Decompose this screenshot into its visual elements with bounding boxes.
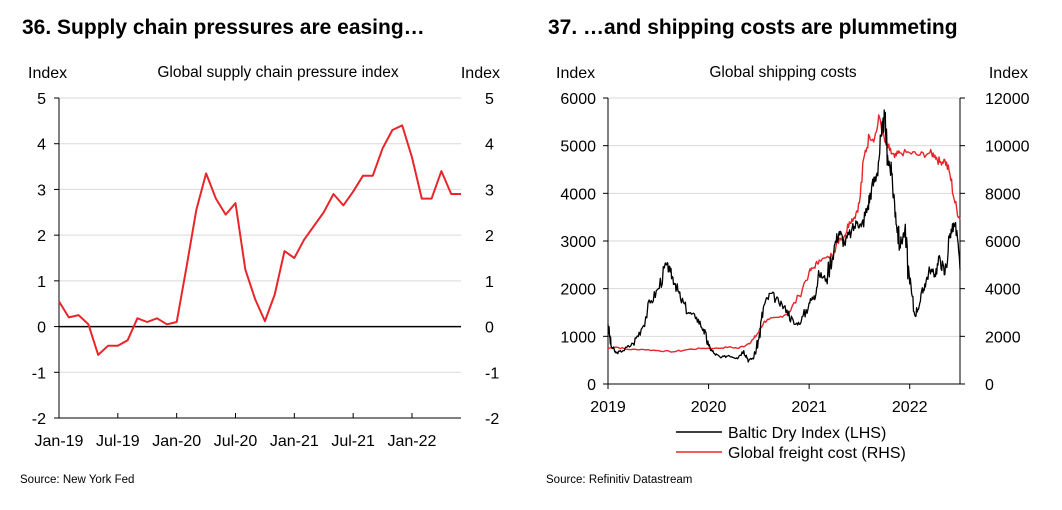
- chart2-ytick-label-right: 8000: [985, 186, 1021, 203]
- chart2-ytick-label-left: 2000: [560, 282, 596, 299]
- chart1-ytick-label-right: 5: [485, 91, 494, 108]
- chart1-ytick-label-left: 4: [37, 137, 46, 154]
- chart1-ytick-label-right: 3: [485, 182, 494, 199]
- chart2-plot: 0 1000 2000 3000 4000 5000 6000 0 2000 4000 6000 80…: [560, 91, 1029, 416]
- chart1-ytick-label-right: 1: [485, 274, 494, 291]
- chart2-xtick-label: 2020: [691, 399, 727, 416]
- chart2-ytick-label-left: 3000: [560, 234, 596, 251]
- chart1-ytick-label-left: -1: [32, 365, 46, 382]
- chart1-xtick-label: Jul-20: [214, 433, 258, 450]
- chart2-ytick-label-left: 4000: [560, 186, 596, 203]
- chart1-ytick-label-left: 0: [37, 320, 46, 337]
- chart2-series-baltic-line: [607, 109, 961, 363]
- chart2-heading: 37. …and shipping costs are plummeting: [548, 16, 958, 39]
- chart2-ytick-label-right: 2000: [985, 329, 1021, 346]
- legend-label-freight: Global freight cost (RHS): [728, 445, 906, 462]
- chart2-xtick-label: 2019: [590, 399, 626, 416]
- chart1-ylabel-right: Index: [461, 65, 500, 82]
- chart1-xtick-label: Jul-21: [331, 433, 375, 450]
- chart1-xtick-label: Jan-19: [35, 433, 84, 450]
- chart1-ylabel-left: Index: [28, 65, 67, 82]
- chart2-ytick-label-right: 12000: [985, 91, 1030, 108]
- chart2-xtick-label: 2022: [892, 399, 928, 416]
- chart1-ytick-label-right: 0: [485, 320, 494, 337]
- chart2-source: Source: Refinitiv Datastream: [546, 474, 693, 486]
- chart2-series-freight-line: [607, 114, 961, 353]
- chart2-ylabel-right: Index: [989, 65, 1028, 82]
- chart1-ytick-label-left: 2: [37, 228, 46, 245]
- chart2-ytick-label-left: 1000: [560, 329, 596, 346]
- chart1-ytick-label-right: -2: [485, 411, 499, 428]
- chart1-xtick-label: Jul-19: [96, 433, 140, 450]
- chart1-source: Source: New York Fed: [20, 474, 135, 486]
- chart1-ytick-label-left: -2: [32, 411, 46, 428]
- chart1-heading: 36. Supply chain pressures are easing…: [22, 16, 425, 39]
- chart1-ytick-label-left: 3: [37, 182, 46, 199]
- chart1-ytick-label-right: 4: [485, 137, 494, 154]
- chart1-ytick-label-left: 1: [37, 274, 46, 291]
- chart2-ytick-label-right: 0: [985, 377, 994, 394]
- chart1-xtick-label: Jan-20: [152, 433, 201, 450]
- chart1-ytick-label-right: 2: [485, 228, 494, 245]
- chart2-ytick-label-left: 6000: [560, 91, 596, 108]
- chart1-plot: -2 -2 -1 -1 0 0 1 1 2 2 3 3 4 4 5 5 Jan-19 Jul-19 Jan-20 Ju…: [32, 91, 500, 450]
- chart1-xtick-label: Jan-22: [388, 433, 437, 450]
- chart2-ylabel-left: Index: [556, 65, 595, 82]
- chart2-ytick-label-right: 6000: [985, 234, 1021, 251]
- chart1-xtick-label: Jan-21: [270, 433, 319, 450]
- chart2-ytick-label-right: 4000: [985, 282, 1021, 299]
- chart1-series-line: [58, 124, 461, 356]
- legend-label-baltic: Baltic Dry Index (LHS): [728, 425, 886, 442]
- chart2-ytick-label-left: 0: [587, 377, 596, 394]
- chart2-xtick-label: 2021: [791, 399, 827, 416]
- chart2-subtitle: Global shipping costs: [709, 64, 857, 81]
- chart2-ytick-label-right: 10000: [985, 139, 1030, 156]
- chart1-subtitle: Global supply chain pressure index: [157, 64, 398, 81]
- chart1-ytick-label-right: -1: [485, 365, 499, 382]
- chart1-ytick-label-left: 5: [37, 91, 46, 108]
- chart2-ytick-label-left: 5000: [560, 139, 596, 156]
